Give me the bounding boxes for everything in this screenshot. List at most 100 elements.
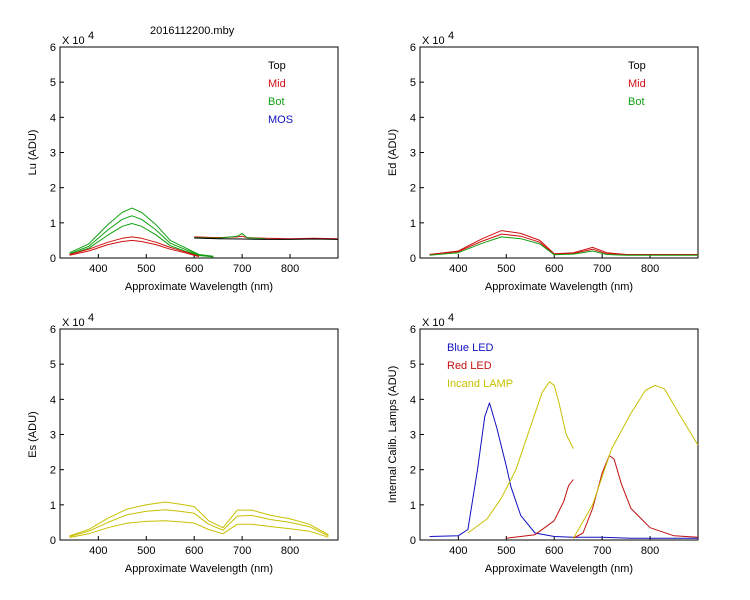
series-line bbox=[69, 239, 200, 258]
y-tick-label: 5 bbox=[410, 77, 416, 89]
x-tick-label: 400 bbox=[89, 263, 107, 275]
y-axis-label: Ed (ADU) bbox=[387, 129, 399, 176]
x-tick-label: 700 bbox=[593, 263, 611, 275]
y-tick-label: 0 bbox=[410, 253, 416, 265]
legend-entry: Bot bbox=[628, 96, 645, 108]
y-exponent: 4 bbox=[88, 312, 94, 324]
y-tick-label: 0 bbox=[410, 535, 416, 547]
y-tick-label: 4 bbox=[410, 394, 416, 406]
y-exponent: 4 bbox=[448, 30, 454, 42]
x-tick-label: 700 bbox=[593, 545, 611, 557]
series-line bbox=[506, 479, 574, 539]
chart-panel-1: 400 500 600 700 800 0 1 2 3 4 5 6 Approximate Wavele… bbox=[27, 30, 339, 293]
series-line bbox=[429, 230, 698, 255]
x-axis-label: Approximate Wavelength (nm) bbox=[125, 281, 273, 293]
figure-title: 2016112200.mby bbox=[150, 25, 235, 37]
y-tick-label: 6 bbox=[410, 324, 416, 336]
y-tick-label: 6 bbox=[50, 42, 56, 54]
series-line bbox=[429, 236, 698, 256]
y-tick-label: 4 bbox=[410, 112, 416, 124]
x-tick-label: 500 bbox=[137, 263, 155, 275]
y-tick-label: 3 bbox=[410, 148, 416, 160]
y-multiplier: X 10 bbox=[62, 317, 85, 329]
legend-entry: MOS bbox=[268, 114, 293, 126]
x-tick-label: 800 bbox=[281, 263, 299, 275]
chart-panel-2: 400 500 600 700 800 0 1 2 3 4 5 6 Approximate Wavele… bbox=[387, 30, 699, 293]
y-tick-label: 1 bbox=[50, 218, 56, 230]
y-tick-label: 2 bbox=[410, 183, 416, 195]
legend-entry: Blue LED bbox=[447, 342, 494, 354]
plot-frame bbox=[59, 328, 339, 541]
x-axis-label: Approximate Wavelength (nm) bbox=[485, 563, 633, 575]
legend-entry: Incand LAMP bbox=[447, 378, 513, 390]
y-tick-label: 2 bbox=[50, 465, 56, 477]
series-line bbox=[69, 520, 329, 538]
x-tick-label: 600 bbox=[185, 545, 203, 557]
x-tick-label: 700 bbox=[233, 263, 251, 275]
y-tick-label: 4 bbox=[50, 394, 56, 406]
y-tick-label: 1 bbox=[410, 218, 416, 230]
plot-frame bbox=[419, 46, 699, 259]
chart-panel-3: 400 500 600 700 800 0 1 2 3 4 5 6 Approximate Wavele… bbox=[27, 312, 339, 575]
y-multiplier: X 10 bbox=[62, 35, 85, 47]
x-tick-label: 800 bbox=[641, 545, 659, 557]
y-tick-label: 1 bbox=[410, 500, 416, 512]
legend-entry: Top bbox=[268, 60, 286, 72]
x-tick-label: 600 bbox=[185, 263, 203, 275]
series-line bbox=[573, 455, 699, 539]
series-line bbox=[69, 236, 200, 257]
x-tick-label: 700 bbox=[233, 545, 251, 557]
series-line bbox=[194, 237, 339, 240]
x-tick-label: 500 bbox=[497, 545, 515, 557]
y-multiplier: X 10 bbox=[422, 35, 445, 47]
series-line bbox=[69, 509, 329, 537]
x-axis-label: Approximate Wavelength (nm) bbox=[125, 563, 273, 575]
series-line bbox=[467, 381, 574, 534]
y-axis-label: Es (ADU) bbox=[27, 411, 39, 457]
legend-entry: Top bbox=[628, 60, 646, 72]
y-tick-label: 3 bbox=[50, 430, 56, 442]
chart-panel-4: 400 500 600 700 800 0 1 2 3 4 5 6 Approximate Wavele… bbox=[387, 312, 699, 575]
legend-entry: Red LED bbox=[447, 360, 492, 372]
x-tick-label: 800 bbox=[641, 263, 659, 275]
y-tick-label: 3 bbox=[50, 148, 56, 160]
y-tick-label: 2 bbox=[410, 465, 416, 477]
y-axis-label: Internal Calib. Lamps (ADU) bbox=[387, 366, 399, 504]
y-tick-label: 5 bbox=[410, 359, 416, 371]
y-tick-label: 0 bbox=[50, 535, 56, 547]
x-tick-label: 500 bbox=[137, 545, 155, 557]
series-line bbox=[69, 223, 214, 258]
legend-entry: Mid bbox=[628, 78, 646, 90]
series-line bbox=[69, 501, 329, 537]
x-axis-label: Approximate Wavelength (nm) bbox=[485, 281, 633, 293]
y-tick-label: 3 bbox=[410, 430, 416, 442]
y-tick-label: 6 bbox=[410, 42, 416, 54]
y-tick-label: 5 bbox=[50, 77, 56, 89]
y-tick-label: 0 bbox=[50, 253, 56, 265]
legend-entry: Bot bbox=[268, 96, 285, 108]
legend-entry: Mid bbox=[268, 78, 286, 90]
series-line bbox=[69, 207, 214, 257]
y-tick-label: 5 bbox=[50, 359, 56, 371]
x-tick-label: 500 bbox=[497, 263, 515, 275]
y-axis-label: Lu (ADU) bbox=[27, 130, 39, 176]
series-line bbox=[429, 402, 698, 539]
plot-frame bbox=[59, 46, 339, 259]
x-tick-label: 400 bbox=[449, 545, 467, 557]
x-tick-label: 400 bbox=[449, 263, 467, 275]
x-tick-label: 600 bbox=[545, 263, 563, 275]
x-tick-label: 400 bbox=[89, 545, 107, 557]
series-line bbox=[69, 215, 214, 258]
y-exponent: 4 bbox=[88, 30, 94, 42]
y-multiplier: X 10 bbox=[422, 317, 445, 329]
series-line bbox=[572, 384, 699, 539]
y-tick-label: 1 bbox=[50, 500, 56, 512]
y-tick-label: 2 bbox=[50, 183, 56, 195]
x-tick-label: 800 bbox=[281, 545, 299, 557]
y-tick-label: 6 bbox=[50, 324, 56, 336]
series-line bbox=[429, 233, 698, 255]
y-exponent: 4 bbox=[448, 312, 454, 324]
y-tick-label: 4 bbox=[50, 112, 56, 124]
